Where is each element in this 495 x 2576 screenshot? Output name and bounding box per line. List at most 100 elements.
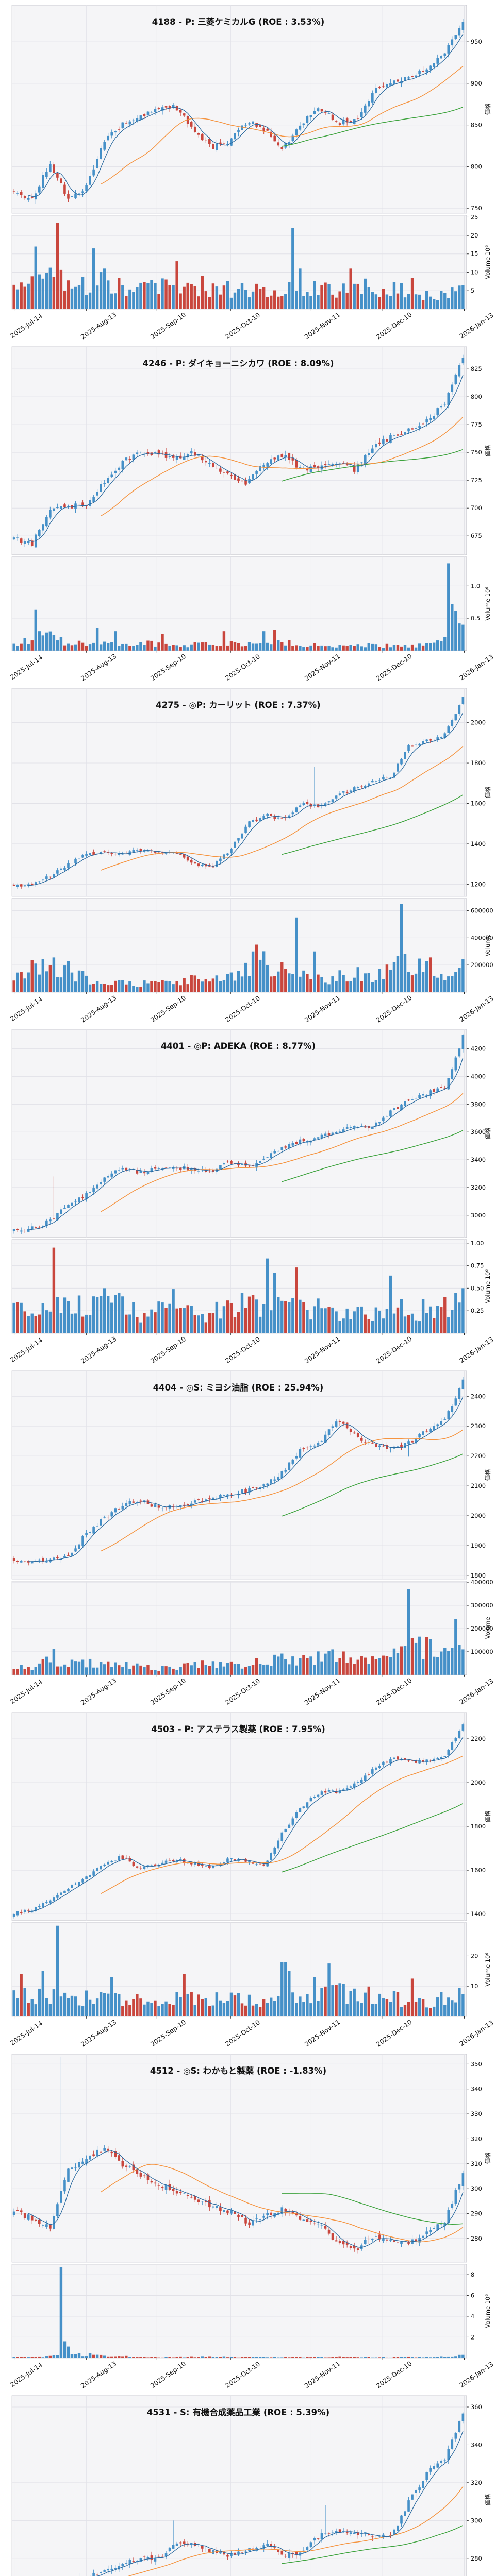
price-tick-label: 310 [471,2160,482,2167]
volume-bars-group [12,2267,465,2358]
candles-group [12,1034,465,1234]
volume-tick-label: 20 [471,1952,478,1959]
ma-long-line [282,2193,463,2225]
price-panel [11,688,467,896]
ma-mid-line [101,1755,464,1894]
price-axis-label: 価格 [484,445,491,456]
ma-long-line [282,2524,464,2564]
volume-tick-label: 10 [471,1982,478,1990]
ma-mid-line [101,66,464,185]
price-panel [11,1712,467,1921]
price-axis-label: 価格 [484,2152,491,2164]
panels-group [11,5,467,310]
grid-group [12,346,467,651]
price-tick-label: 290 [471,2210,482,2217]
grid-group [12,2054,467,2358]
date-tick-label: 2025-Sep-10 [149,652,187,682]
price-tick-label: 1800 [471,1823,486,1830]
chart-canvas: 3000 3200 3400 3600 3800 4000 4200 0.25 0.50 0.75… [9,1029,495,1365]
price-tick-label: 725 [471,477,482,484]
price-panel [11,5,467,214]
candles-group [12,1377,465,1566]
chart-canvas: 1400 1600 1800 2000 2200 10 20 2025-Jul-14 2025-… [9,1712,495,2048]
volume-bars-group [12,563,465,651]
date-tick-label: 2025-Aug-13 [79,993,118,1024]
volume-axis-label: Volume 10⁶ [484,1269,491,1303]
price-tick-label: 340 [471,2085,482,2092]
date-tick-label: 2025-Nov-11 [303,2018,342,2048]
date-tick-label: 2026-Jan-13 [458,2360,494,2389]
date-tick-label: 2025-Aug-13 [79,2018,118,2048]
date-tick-label: 2025-Nov-11 [303,993,342,1024]
chart-canvas: 280 290 300 310 320 330 340 350 2 4 6 8 2025-Jul-14 2… [9,2054,495,2390]
chart-title: 4531 - S: 有機合成薬品工業 (ROE : 5.39%) [147,2407,329,2417]
price-tick-label: 3600 [471,1129,486,1136]
volume-bars-group [12,223,465,309]
volume-tick-label: 0.75 [471,1262,484,1269]
ma-long-line [282,1130,464,1182]
chart-canvas: 675 700 725 750 775 800 825 0.5 1.0 2025-Jul-14 20… [9,346,495,683]
volume-axis-label: Volume 10⁶ [484,245,491,279]
chart-canvas: 750 800 850 900 950 5 10 15 20 25 2025-Jul-14 2025-… [9,5,495,341]
date-tick-label: 2025-Nov-11 [303,2360,342,2390]
date-tick-label: 2025-Aug-13 [79,1676,118,1707]
date-tick-label: 2025-Oct-10 [224,652,261,682]
date-tick-label: 2025-Oct-10 [224,2018,261,2047]
price-tick-label: 750 [471,205,482,212]
date-tick-label: 2025-Aug-13 [79,652,118,683]
price-panel [11,2054,467,2263]
price-tick-label: 825 [471,365,482,372]
price-tick-label: 3400 [471,1157,486,1164]
price-axis-label: 価格 [484,1810,491,1822]
volume-tick-label: 20 [471,232,478,239]
stock-chart-4188: 750 800 850 900 950 5 10 15 20 25 2025-Jul-14 2025-… [0,0,495,342]
chart-title: 4246 - P: ダイキョーニシカワ (ROE : 8.09%) [142,358,334,368]
volume-tick-label: 1.0 [471,582,480,589]
chart-canvas: 1800 1900 2000 2100 2200 2300 2400 100000 200000… [9,1370,495,1707]
axes-group: 2602803003203403601000002000003000002025… [466,2403,482,2562]
chart-title: 4401 - ◎P: ADEKA (ROE : 8.77%) [161,1041,316,1051]
date-tick-label: 2026-Jan-13 [458,1335,494,1364]
price-tick-label: 950 [471,38,482,45]
price-tick-label: 2300 [471,1422,486,1430]
ma-mid-line [101,416,464,516]
grid-group [12,1029,467,1334]
date-tick-label: 2025-Dec-10 [375,2018,414,2048]
panels-group [11,2395,467,2576]
volume-panel [11,556,467,651]
stock-chart-4401: 3000 3200 3400 3600 3800 4000 4200 0.25 0.50 0.75… [0,1024,495,1366]
date-tick-label: 2025-Jul-14 [9,1677,44,1705]
stock-chart-4531: 2602803003203403601000002000003000002025… [0,2390,495,2576]
price-tick-label: 1400 [471,840,486,847]
price-tick-label: 3200 [471,1184,486,1191]
date-tick-label: 2026-Jan-13 [458,311,494,340]
date-tick-label: 2025-Jul-14 [9,312,44,340]
volume-tick-label: 0.25 [471,1308,484,1315]
date-tick-label: 2025-Aug-13 [79,2360,118,2390]
ma-short-line [28,1737,464,1912]
chart-canvas: 2602803003203403601000002000003000002025… [11,2395,491,2576]
price-tick-label: 800 [471,163,482,170]
volume-tick-label: 15 [471,250,478,258]
price-tick-label: 850 [471,122,482,129]
date-tick-label: 2026-Jan-13 [458,653,494,682]
price-tick-label: 2100 [471,1482,486,1489]
volume-bars-group [12,1589,465,1675]
ma-short-line [28,2150,464,2248]
price-tick-label: 300 [471,2185,482,2192]
volume-tick-label: 8 [471,2271,474,2278]
price-tick-label: 280 [471,2554,482,2562]
volume-tick-label: 600000 [471,907,493,914]
volume-tick-label: 400000 [471,934,493,941]
price-tick-label: 4000 [471,1073,486,1080]
date-tick-label: 2025-Jul-14 [9,995,44,1023]
price-tick-label: 1800 [471,759,486,767]
price-panel [11,346,467,555]
price-tick-label: 340 [471,2441,482,2448]
date-tick-label: 2025-Nov-11 [303,1335,342,1365]
ma-mid-line [101,1429,464,1552]
candles-group [12,697,465,889]
date-tick-label: 2025-Jul-14 [9,2361,44,2388]
stock-chart-4246: 675 700 725 750 775 800 825 0.5 1.0 2025-Jul-14 20… [0,341,495,683]
